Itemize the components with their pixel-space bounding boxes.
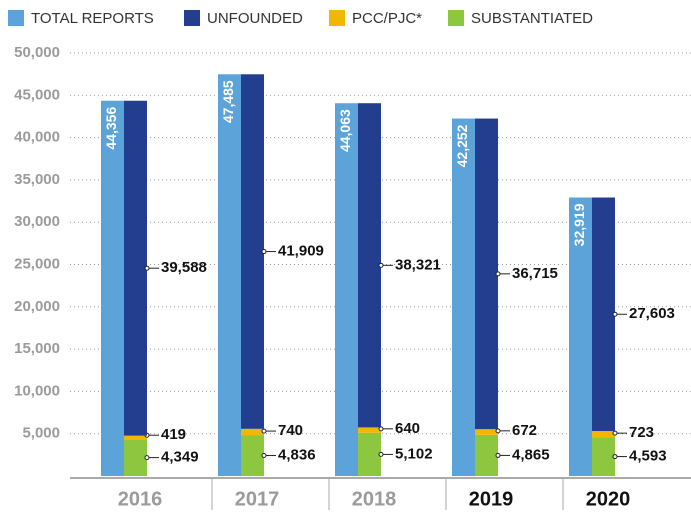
value-label: 4,836 <box>278 447 316 464</box>
y-tick-label: 40,000 <box>14 129 60 146</box>
bar-segment <box>124 435 147 440</box>
value-label: 4,865 <box>512 446 550 463</box>
x-tick-label: 2017 <box>235 488 280 510</box>
bar-segment <box>592 437 615 476</box>
bar <box>101 100 124 477</box>
value-label: 32,919 <box>571 203 587 246</box>
value-label: 5,102 <box>395 445 433 462</box>
value-label: 41,909 <box>278 243 324 260</box>
bar-segment <box>241 74 264 429</box>
value-label: 44,063 <box>337 109 353 152</box>
legend-label: SUBSTANTIATED <box>471 10 593 27</box>
legend-label: PCC/PJC* <box>352 10 422 27</box>
bar-segment <box>124 100 147 436</box>
legend-label: UNFOUNDED <box>207 10 303 27</box>
y-tick-label: 35,000 <box>14 171 60 188</box>
y-tick-label: 20,000 <box>14 298 60 315</box>
leader-dot <box>612 311 618 317</box>
value-label: 44,356 <box>103 107 119 150</box>
value-label: 740 <box>278 422 303 439</box>
bar-segment <box>241 435 264 476</box>
bar-segment <box>358 427 381 433</box>
value-label: 419 <box>161 426 186 443</box>
value-label: 723 <box>629 424 654 441</box>
y-tick-label: 15,000 <box>14 340 60 357</box>
leader-dot <box>261 428 267 434</box>
legend-swatch <box>329 10 345 26</box>
bar-segment <box>475 429 498 435</box>
legend-swatch <box>448 10 464 26</box>
leader-dot <box>378 451 384 457</box>
bar-segment <box>124 439 147 476</box>
legend-swatch <box>184 10 200 26</box>
y-tick-label: 50,000 <box>14 44 60 61</box>
leader-dot <box>378 426 384 432</box>
bar-segment <box>358 432 381 476</box>
legend-label: TOTAL REPORTS <box>31 10 154 27</box>
x-tick-label: 2019 <box>469 488 514 510</box>
y-tick-label: 25,000 <box>14 255 60 272</box>
bar <box>452 118 475 476</box>
bar-segment <box>358 103 381 428</box>
value-label: 39,588 <box>161 259 207 276</box>
x-tick-label: 2016 <box>118 488 163 510</box>
x-tick-label: 2020 <box>586 488 631 510</box>
bar <box>335 103 358 476</box>
value-label: 36,715 <box>512 265 558 282</box>
leader-dot <box>144 455 150 461</box>
y-tick-label: 10,000 <box>14 382 60 399</box>
value-label: 672 <box>512 422 537 439</box>
x-tick-label: 2018 <box>352 488 397 510</box>
bar-segment <box>592 431 615 438</box>
value-label: 4,593 <box>629 448 667 465</box>
bar-segment <box>241 428 264 436</box>
value-label: 47,485 <box>220 80 236 123</box>
leader-dot <box>495 452 501 458</box>
leader-dot <box>612 454 618 460</box>
value-label: 640 <box>395 420 420 437</box>
value-label: 42,252 <box>454 124 470 167</box>
bar-segment <box>475 118 498 430</box>
bar <box>218 74 241 476</box>
legend-swatch <box>8 10 24 26</box>
leader-dot <box>261 453 267 459</box>
y-tick-label: 45,000 <box>14 86 60 103</box>
value-label: 27,603 <box>629 305 675 322</box>
leader-dot <box>495 271 501 277</box>
leader-dot <box>495 428 501 434</box>
leader-dot <box>144 265 150 271</box>
leader-dot <box>378 262 384 268</box>
bar <box>569 197 592 477</box>
leader-dot <box>612 430 618 436</box>
leader-dot <box>261 249 267 255</box>
bar-segment <box>592 197 615 432</box>
value-label: 38,321 <box>395 256 441 273</box>
value-label: 4,349 <box>161 449 199 466</box>
y-tick-label: 5,000 <box>22 425 60 442</box>
y-tick-label: 30,000 <box>14 213 60 230</box>
bar-segment <box>475 434 498 476</box>
